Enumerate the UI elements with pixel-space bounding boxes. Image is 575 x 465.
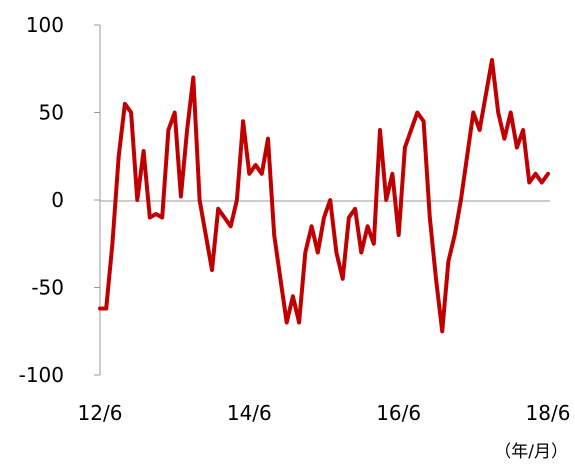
data-point	[266, 137, 270, 140]
y-tick-label: 0	[51, 188, 64, 212]
data-point	[472, 111, 475, 114]
data-point	[453, 233, 456, 237]
data-point	[316, 251, 319, 254]
data-point	[161, 216, 164, 219]
data-point	[428, 216, 431, 219]
series-layer	[98, 58, 550, 334]
data-point	[341, 277, 344, 280]
data-point	[111, 242, 114, 245]
x-tick-label: 14/6	[227, 401, 272, 425]
data-point	[528, 181, 531, 184]
data-point	[105, 307, 108, 310]
data-point	[416, 111, 419, 114]
data-point	[223, 216, 226, 219]
data-point	[123, 102, 127, 106]
data-point	[403, 146, 407, 149]
data-point	[422, 120, 425, 123]
data-point	[335, 251, 338, 254]
data-point	[235, 198, 239, 202]
data-point	[297, 321, 301, 324]
data-point	[142, 149, 145, 153]
x-tick-label: 12/6	[78, 401, 123, 425]
data-point	[434, 277, 438, 280]
data-point	[98, 307, 102, 310]
x-axis: 12/6 14/6 16/6 18/6	[78, 401, 571, 425]
data-point	[540, 181, 543, 184]
data-point	[397, 233, 400, 237]
x-tick-label: 18/6	[526, 401, 571, 425]
data-point	[254, 163, 257, 167]
y-tick-label: 100	[26, 13, 64, 37]
data-point	[465, 155, 469, 158]
data-point	[322, 216, 326, 219]
data-point	[241, 120, 245, 123]
data-point	[360, 251, 363, 254]
data-point	[534, 172, 537, 175]
data-point	[484, 93, 487, 97]
data-point	[167, 128, 170, 132]
data-point	[173, 111, 176, 114]
data-point	[273, 233, 276, 237]
data-point	[515, 146, 519, 149]
data-point	[490, 58, 494, 62]
data-point	[148, 216, 151, 219]
data-point	[285, 321, 288, 324]
data-point	[546, 172, 550, 175]
data-point	[279, 277, 282, 280]
data-point	[441, 330, 444, 333]
data-point	[347, 216, 351, 219]
data-point	[198, 198, 201, 202]
data-point	[447, 260, 450, 263]
data-point	[260, 172, 263, 175]
data-point	[154, 212, 158, 216]
data-point	[248, 172, 251, 175]
data-point	[353, 207, 357, 210]
data-point	[497, 111, 500, 114]
data-point	[136, 198, 139, 202]
y-axis: 100 50 0 -50 -100	[19, 13, 101, 387]
x-tick-label: 16/6	[376, 401, 421, 425]
series-line	[98, 58, 550, 334]
data-point	[521, 128, 525, 132]
data-point	[503, 137, 506, 140]
data-point	[217, 207, 220, 210]
data-point	[409, 128, 413, 132]
data-point	[391, 172, 394, 175]
data-point	[117, 155, 120, 158]
data-point	[304, 251, 307, 254]
data-point	[478, 128, 481, 132]
unit-label: （年/月）	[494, 442, 568, 462]
data-point	[179, 195, 183, 198]
data-point	[459, 198, 463, 202]
data-point	[378, 128, 382, 132]
y-tick-label: -50	[31, 276, 64, 300]
data-point	[329, 198, 332, 202]
data-point	[129, 111, 133, 114]
data-point	[385, 198, 388, 202]
y-tick-label: -100	[19, 363, 64, 387]
data-point	[204, 233, 207, 237]
data-point	[366, 225, 369, 228]
data-point	[291, 295, 295, 298]
y-tick-label: 50	[39, 101, 64, 125]
data-point	[210, 268, 214, 272]
data-point	[310, 225, 313, 228]
data-point	[509, 111, 512, 114]
data-point	[372, 242, 375, 245]
data-point	[229, 225, 232, 228]
data-point	[185, 128, 189, 132]
data-point	[192, 76, 195, 79]
